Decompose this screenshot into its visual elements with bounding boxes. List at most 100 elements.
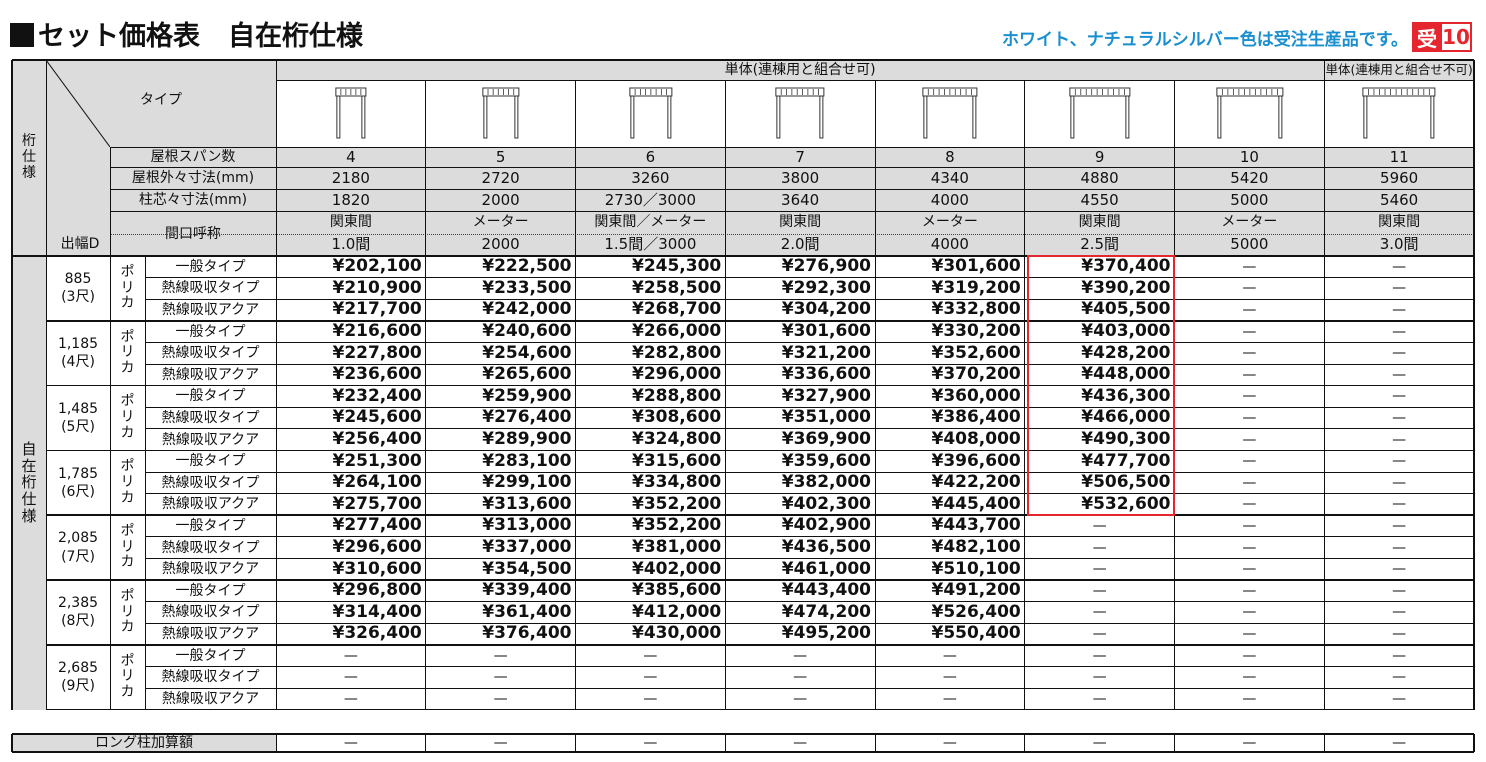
price-cell-empty: — — [1242, 258, 1257, 275]
price-cell-empty: — — [1242, 280, 1257, 297]
price-cell-empty: — — [793, 647, 808, 664]
price-cell-empty: — — [1392, 345, 1407, 362]
price-cell: ¥256,400 — [332, 429, 422, 450]
price-cell-empty: — — [343, 647, 358, 664]
price-cell-empty: — — [1392, 431, 1407, 448]
grid-line — [1323, 734, 1325, 752]
variant-label: 熱線吸収アクア — [161, 496, 260, 513]
frontage-value: 4000 — [930, 235, 969, 254]
depth-shaku: (8尺) — [61, 613, 95, 630]
row-label-outer: 屋根外々寸法(mm) — [131, 170, 255, 186]
span-count: 8 — [945, 147, 955, 166]
price-cell: ¥436,500 — [781, 537, 871, 558]
price-cell-empty: — — [793, 690, 808, 707]
carport-type-icon — [628, 87, 672, 139]
price-cell: ¥402,000 — [631, 558, 722, 579]
price-cell: ¥422,200 — [931, 472, 1021, 493]
grid-line — [46, 514, 1474, 516]
price-cell-empty: — — [1242, 345, 1257, 362]
price-cell: ¥408,000 — [931, 429, 1021, 450]
price-cell-empty: — — [1092, 625, 1107, 642]
price-cell: ¥275,700 — [332, 493, 422, 514]
grid-line — [46, 644, 1474, 646]
grid-line — [145, 493, 1474, 494]
price-cell-empty: — — [1092, 604, 1107, 621]
price-cell: ¥443,700 — [931, 515, 1021, 536]
price-cell: ¥510,100 — [931, 558, 1021, 579]
price-cell: ¥327,900 — [781, 385, 871, 406]
carport-type-icon — [1362, 87, 1436, 139]
pillar-size: 4550 — [1080, 190, 1119, 209]
pillar-size: 5460 — [1380, 190, 1419, 209]
outer-size: 3260 — [631, 168, 670, 187]
price-cell-empty: — — [1242, 301, 1257, 318]
price-cell: ¥227,800 — [332, 342, 422, 363]
grid-line — [275, 734, 277, 752]
price-cell: ¥370,400 — [1081, 256, 1171, 277]
price-cell-empty: — — [1242, 366, 1257, 383]
grid-line — [1473, 734, 1475, 752]
price-cell-empty: — — [1242, 582, 1257, 599]
depth-label: 出幅D — [60, 235, 100, 252]
price-cell-empty: — — [1092, 690, 1107, 707]
order-badge: 受 10 — [1412, 22, 1472, 52]
variant-label: 熱線吸収タイプ — [161, 669, 260, 686]
price-cell: ¥251,300 — [332, 450, 422, 471]
grid-line — [46, 449, 1474, 452]
price-cell-empty: — — [1392, 561, 1407, 578]
price-cell-empty: — — [1392, 582, 1407, 599]
grid-line — [1174, 734, 1175, 752]
price-cell: ¥532,600 — [1081, 493, 1171, 514]
variant-label: 一般タイプ — [175, 323, 246, 340]
side-background — [12, 256, 46, 710]
price-cell: ¥288,800 — [631, 385, 722, 406]
price-cell: ¥276,400 — [482, 407, 572, 428]
price-cell: ¥495,200 — [781, 623, 871, 644]
depth-shaku: (7尺) — [61, 548, 95, 565]
grid-line — [45, 60, 47, 710]
price-cell-empty: — — [1392, 258, 1407, 275]
price-cell-empty: — — [1392, 625, 1407, 642]
price-cell: ¥236,600 — [332, 364, 422, 385]
grid-line — [12, 751, 1474, 753]
grid-line — [145, 298, 1474, 300]
depth-mm: 2,385 — [57, 595, 99, 612]
grid-line — [275, 60, 277, 710]
depth-shaku: (9尺) — [61, 678, 95, 695]
price-cell: ¥402,300 — [781, 493, 871, 514]
long-pillar-value: — — [793, 735, 808, 751]
price-cell: ¥369,900 — [781, 429, 871, 450]
price-cell: ¥254,600 — [482, 342, 572, 363]
price-cell: ¥265,600 — [482, 364, 572, 385]
frontage-name: 関東間 — [779, 214, 822, 231]
price-cell: ¥313,600 — [482, 493, 572, 514]
price-cell: ¥445,400 — [931, 493, 1021, 514]
order-note-text: ホワイト、ナチュラルシルバー色は受注生産品です。 — [1002, 29, 1408, 50]
price-cell-empty: — — [1092, 647, 1107, 664]
frontage-value: 2.0間 — [780, 235, 820, 254]
price-cell-empty: — — [1092, 539, 1107, 556]
depth-mm: 1,785 — [57, 465, 99, 482]
price-cell-empty: — — [1242, 647, 1257, 664]
price-cell-empty: — — [1392, 669, 1407, 686]
title-sub: 自在桁仕様 — [228, 21, 363, 52]
grid-line — [110, 166, 1474, 168]
carport-type-icon — [1215, 87, 1283, 139]
page-title: セット価格表 自在桁仕様 — [10, 14, 363, 53]
price-cell-empty: — — [1392, 453, 1407, 470]
frontage-value: 2000 — [481, 235, 520, 254]
grid-line — [874, 734, 876, 752]
variant-label: 一般タイプ — [175, 517, 246, 534]
price-cell: ¥282,800 — [631, 342, 722, 363]
grid-line — [575, 734, 576, 752]
price-cell-empty: — — [1242, 690, 1257, 707]
long-pillar-value: — — [1392, 735, 1407, 751]
price-cell-empty: — — [1392, 366, 1407, 383]
order-note: ホワイト、ナチュラルシルバー色は受注生産品です。 受 10 — [1002, 22, 1472, 52]
price-cell: ¥477,700 — [1081, 450, 1171, 471]
price-cell: ¥296,800 — [332, 580, 422, 601]
price-cell: ¥301,600 — [781, 321, 871, 342]
depth-value: 2,085 (7尺) — [46, 515, 110, 580]
price-cell: ¥210,900 — [332, 277, 422, 298]
price-cell: ¥304,200 — [781, 299, 871, 320]
